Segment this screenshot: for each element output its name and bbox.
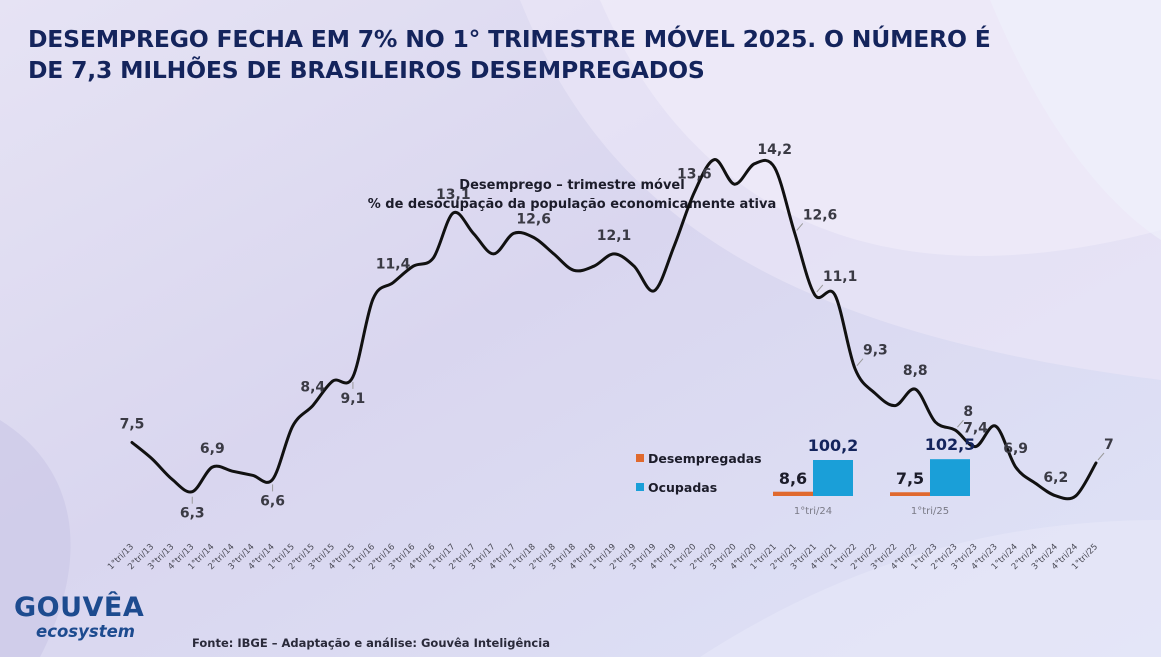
data-label: 12,6 [516,212,551,228]
bar-group-label: 1°tri/25 [911,506,949,517]
chart-title-line-1: Desemprego – trimestre móvel [459,178,685,193]
data-label-leader [1097,452,1105,461]
data-label: 12,6 [803,207,838,223]
headline-line-1: DESEMPREGO FECHA EM 7% NO 1° TRIMESTRE M… [28,25,991,53]
data-label: 8 [963,404,973,420]
bar-desempregadas-1°tri/24 [773,491,813,496]
data-label: 6,9 [1003,441,1028,457]
bar-label-desempregadas: 8,6 [779,469,807,488]
bar-desempregadas-1°tri/25 [890,492,930,496]
logo-subtitle: ecosystem [36,622,135,641]
data-label: 7,4 [963,421,988,437]
data-label: 9,3 [863,343,888,359]
data-label-leader [816,284,824,293]
data-label-leader [796,223,804,231]
gouvea-logo: GOUVÊA ecosystem [14,593,144,641]
legend-item-ocupadas: Ocupadas [636,479,762,496]
logo-wordmark: GOUVÊA [14,592,145,623]
headline: DESEMPREGO FECHA EM 7% NO 1° TRIMESTRE M… [28,24,1028,86]
data-label: 8,4 [300,380,325,396]
data-label: 6,6 [260,493,285,509]
bar-ocupadas-1°tri/24 [813,460,853,496]
chart-legend: Desempregadas Ocupadas [636,450,762,508]
bar-label-ocupadas: 100,2 [808,436,859,455]
legend-swatch-ocupadas [636,483,644,491]
legend-item-desempregadas: Desempregadas [636,450,762,467]
source-note: Fonte: IBGE – Adaptação e análise: Gouvê… [192,636,550,650]
unemployment-series-line [130,158,1098,501]
data-label: 6,9 [200,441,225,457]
headline-line-2: DE 7,3 MILHÕES DE BRASILEIROS DESEMPREGA… [28,56,705,84]
data-label: 6,2 [1043,470,1068,486]
data-label-leader [957,419,964,428]
data-label-leader [856,358,864,367]
data-label: 12,1 [597,228,632,244]
data-label: 11,4 [376,257,411,273]
data-label: 6,3 [180,506,205,522]
data-label: 13,1 [436,187,471,203]
chart-title: Desemprego – trimestre móvel % de desocu… [0,176,1144,214]
data-label: 11,1 [823,269,858,285]
bar-label-desempregadas: 7,5 [896,469,924,488]
legend-label-ocupadas: Ocupadas [648,480,718,495]
data-label: 9,1 [341,391,366,407]
data-label: 7,5 [120,417,145,433]
data-label: 8,8 [903,363,928,379]
chart-subtitle: % de desocupação da população economicam… [367,197,777,212]
data-label: 14,2 [757,142,792,158]
bar-ocupadas-1°tri/25 [930,459,970,496]
data-label: 7 [1104,437,1114,453]
bar-label-ocupadas: 102,5 [925,435,976,454]
data-label: 13,6 [677,166,712,182]
bar-group-label: 1°tri/24 [794,506,832,517]
legend-swatch-desempregadas [636,454,644,462]
legend-label-desempregadas: Desempregadas [648,451,762,466]
